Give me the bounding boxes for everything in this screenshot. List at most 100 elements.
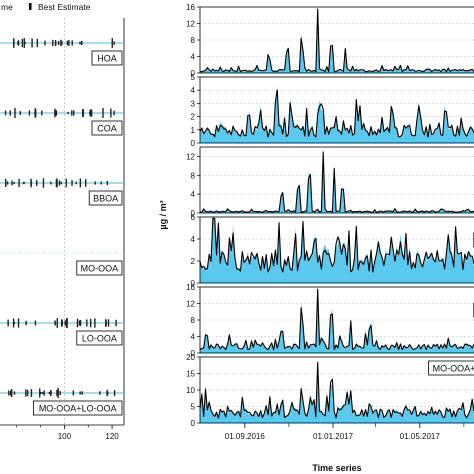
- panel-frame: [199, 216, 474, 284]
- left-estimate-mark: [57, 41, 60, 45]
- left-estimate-mark: [106, 180, 109, 186]
- left-estimate-mark: [36, 180, 38, 186]
- modelled-area: [200, 292, 474, 353]
- left-estimate-mark: [13, 181, 15, 185]
- y-tick-label: 8: [191, 171, 196, 180]
- left-factor-label-box: [88, 190, 123, 206]
- right-panel-4: 0481216L: [186, 283, 474, 358]
- left-estimate-mark: [13, 391, 16, 395]
- left-estimate-mark: [79, 320, 82, 326]
- right-panel-stack: 0481216012345048120246M0481216L05101520M…: [186, 3, 474, 441]
- left-factor-label-box: [91, 120, 123, 136]
- left-estimate-mark: [7, 319, 9, 327]
- left-factor-label: HOA: [97, 54, 117, 64]
- left-estimate-mark: [54, 108, 56, 118]
- y-tick-label: 0: [191, 69, 196, 78]
- left-estimate-mark: [100, 181, 102, 185]
- left-estimate-mark: [78, 320, 81, 326]
- left-factor-label: LO-OOA: [82, 334, 117, 344]
- left-estimate-mark: [56, 318, 58, 328]
- left-estimate-mark: [44, 40, 46, 46]
- left-factor-label: BBOA: [93, 194, 118, 204]
- left-estimate-mark: [28, 110, 31, 116]
- left-estimate-mark: [18, 178, 20, 188]
- left-estimate-mark: [55, 110, 58, 116]
- left-estimate-mark: [17, 318, 20, 328]
- left-estimate-mark: [25, 320, 27, 326]
- right-panel-1: 0 1 2 3 4 5: [191, 73, 474, 148]
- y-tick-label: 0: [191, 279, 196, 288]
- left-estimate-mark: [85, 179, 87, 187]
- y-tick-label: 16: [186, 283, 195, 292]
- left-estimate-mark: [86, 319, 88, 327]
- left-factor-label-box: [33, 400, 123, 416]
- left-estimate-mark: [107, 391, 109, 395]
- left-estimate-mark: [68, 40, 70, 46]
- legend-best-estimate-label: Best Estimate: [38, 2, 91, 12]
- left-estimate-mark: [60, 181, 63, 185]
- left-factor-label-box: [76, 330, 123, 346]
- y-tick-label: 5: [191, 73, 196, 82]
- panel-frame: [199, 286, 474, 354]
- measured-line: [199, 89, 474, 138]
- left-estimate-mark: [42, 178, 45, 188]
- right-factor-label-box: [428, 360, 474, 376]
- modelled-area: [200, 13, 474, 73]
- y-axis-title: µg / m³: [158, 200, 168, 229]
- left-estimate-mark: [9, 110, 11, 116]
- right-factor-label: MO-OOA+: [433, 364, 474, 374]
- left-estimate-mark: [52, 39, 54, 47]
- y-tick-label: 0: [191, 139, 196, 148]
- left-estimate-mark: [48, 391, 51, 395]
- left-estimate-mark: [115, 319, 117, 327]
- y-tick-label: 4: [191, 190, 196, 199]
- left-estimate-mark: [71, 40, 73, 46]
- left-estimate-mark: [82, 109, 84, 117]
- y-tick-label: 4: [191, 86, 196, 95]
- left-estimate-mark: [65, 178, 67, 188]
- left-estimate-mark: [56, 389, 58, 397]
- left-estimate-mark: [9, 390, 12, 396]
- y-tick-label: 5: [191, 403, 196, 412]
- left-estimate-mark: [60, 39, 62, 47]
- left-factor-label-box: [76, 260, 123, 276]
- y-tick-label: 0: [191, 209, 196, 218]
- left-estimate-mark: [66, 40, 69, 46]
- left-estimate-mark: [99, 391, 101, 395]
- y-tick-label: 2: [191, 257, 196, 266]
- left-estimate-mark: [54, 321, 56, 325]
- left-estimate-mark: [105, 319, 107, 327]
- left-estimate-mark: [61, 320, 63, 326]
- left-x-tick-label: 100: [58, 432, 72, 441]
- left-estimate-mark: [113, 41, 115, 45]
- y-tick-label: 10: [186, 386, 195, 395]
- legend-range-label: me: [1, 2, 13, 12]
- measured-line: [199, 8, 474, 73]
- right-panel-0: 0 4 8 12 16: [186, 3, 474, 78]
- left-estimate-mark: [5, 178, 7, 188]
- left-estimate-mark: [26, 389, 29, 397]
- left-panel-1: COA: [0, 108, 124, 136]
- left-factor-label: COA: [97, 124, 117, 134]
- measured-line: [199, 217, 474, 273]
- left-estimate-mark: [90, 109, 93, 117]
- y-tick-label: 8: [191, 316, 196, 325]
- y-tick-label: 6: [191, 213, 196, 222]
- left-estimate-mark: [31, 38, 33, 48]
- left-estimate-mark: [59, 390, 61, 396]
- y-tick-label: 16: [186, 3, 195, 12]
- y-tick-label: 12: [186, 300, 195, 309]
- left-estimate-mark: [11, 180, 13, 186]
- left-estimate-mark: [94, 181, 96, 185]
- modelled-area: [200, 85, 474, 143]
- left-estimate-mark: [107, 319, 110, 327]
- panel-frame: [199, 356, 474, 424]
- left-estimate-mark: [81, 391, 83, 395]
- left-factor-label-box: [91, 50, 123, 66]
- x-tick-label: 01.05.2017: [400, 432, 441, 441]
- left-estimate-mark: [113, 389, 116, 397]
- left-estimate-mark: [8, 390, 10, 396]
- y-tick-label: 20: [186, 353, 195, 362]
- left-estimate-mark: [55, 179, 58, 187]
- panel-frame: [199, 6, 474, 74]
